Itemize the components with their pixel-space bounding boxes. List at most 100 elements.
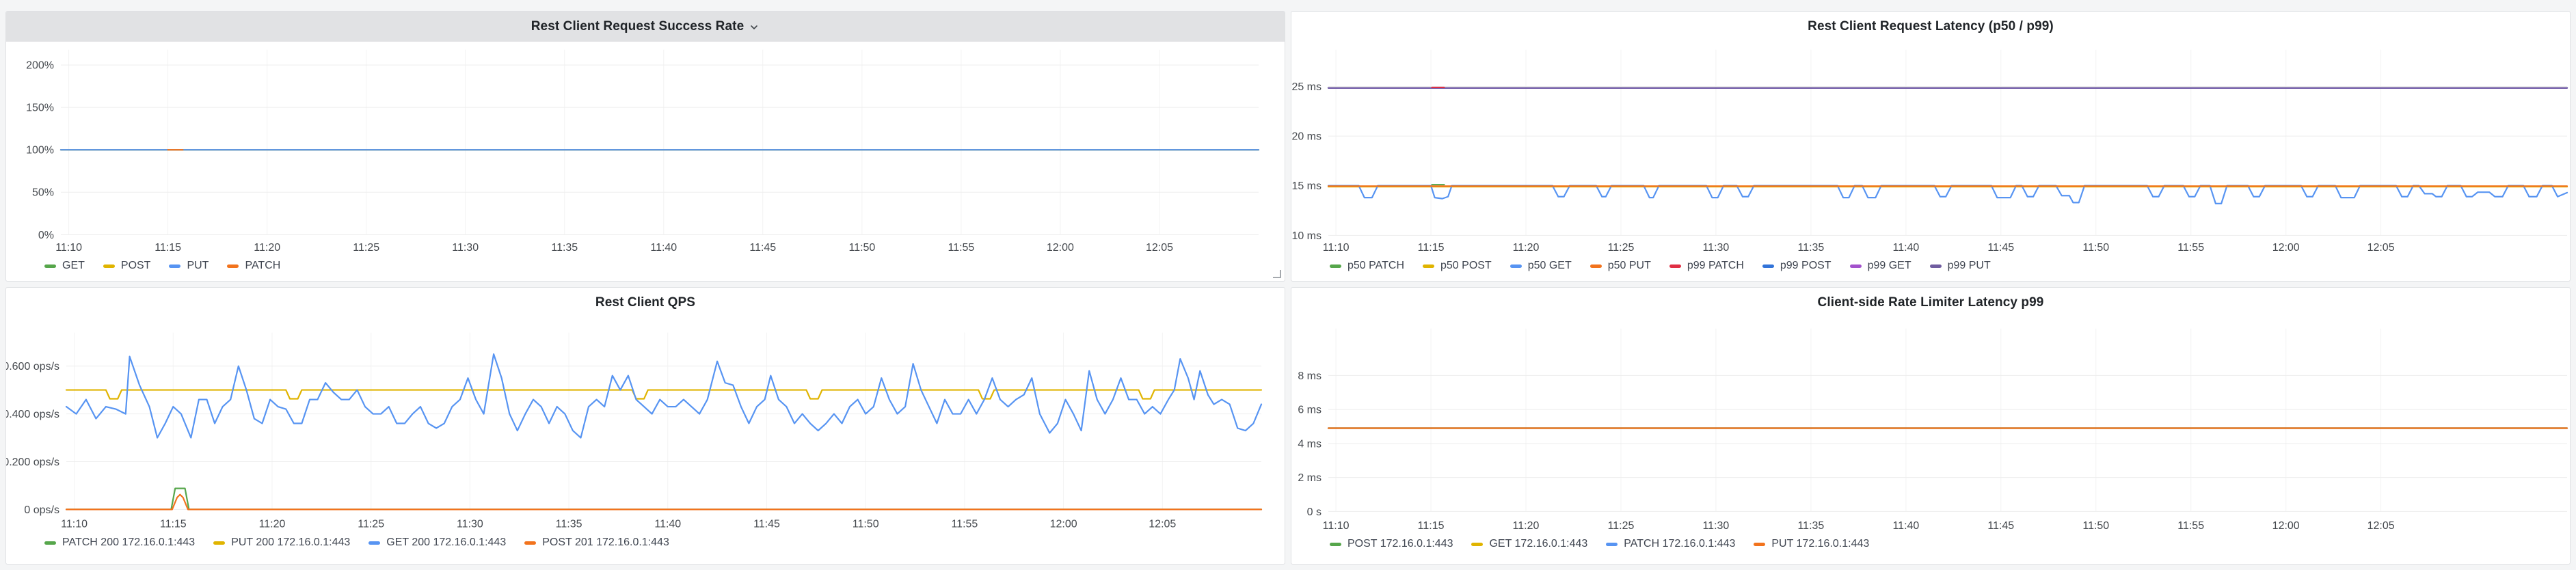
- x-tick-label: 11:15: [160, 518, 187, 530]
- panel-header-rate-limiter-latency[interactable]: Client-side Rate Limiter Latency p99: [1291, 288, 2570, 318]
- legend-success-rate: GET POST PUT PATCH: [44, 260, 1278, 272]
- legend-item[interactable]: PUT 172.16.0.1:443: [1754, 538, 1869, 550]
- legend-swatch: [227, 264, 239, 268]
- y-tick-label: 0%: [38, 230, 54, 241]
- legend-label: PUT 200 172.16.0.1:443: [231, 537, 351, 548]
- y-tick-label: 0 ops/s: [24, 504, 59, 516]
- legend-item[interactable]: POST 201 172.16.0.1:443: [524, 537, 669, 549]
- x-tick-label: 11:55: [2177, 520, 2204, 532]
- legend-item[interactable]: p50 PATCH: [1330, 260, 1404, 272]
- y-tick-label: 10 ms: [1291, 230, 1321, 242]
- legend-label: POST: [120, 260, 151, 271]
- x-tick-label: 12:00: [2272, 520, 2300, 532]
- chart-canvas[interactable]: 11:10 11:15 11:20 11:25 11:30 11:35 11:40 11:45…: [6, 288, 1285, 564]
- legend-swatch: [103, 264, 115, 268]
- chart-request-latency[interactable]: 11:10 11:15 11:20 11:25 11:30 11:35 11:40 11:45…: [1291, 12, 2570, 281]
- legend-item[interactable]: p99 GET: [1849, 260, 1911, 272]
- legend-label: PATCH: [245, 260, 281, 271]
- panel-header-success-rate[interactable]: Rest Client Request Success Rate: [6, 12, 1285, 42]
- legend-item[interactable]: PATCH 172.16.0.1:443: [1606, 538, 1735, 550]
- legend-swatch: [1606, 542, 1618, 546]
- panel-title[interactable]: Rest Client Request Success Rate: [531, 19, 744, 33]
- legend-swatch: [1330, 542, 1341, 546]
- x-tick-label: 11:40: [654, 518, 681, 530]
- legend-label: p99 POST: [1780, 260, 1832, 271]
- x-tick-label: 11:20: [254, 242, 280, 254]
- x-tick-label: 11:35: [556, 518, 582, 530]
- legend-item[interactable]: p99 POST: [1762, 260, 1832, 272]
- panel-header-qps[interactable]: Rest Client QPS: [6, 288, 1285, 318]
- x-tick-label: 11:30: [1702, 242, 1729, 254]
- x-tick-label: 11:35: [551, 242, 578, 254]
- chart-canvas[interactable]: 11:10 11:15 11:20 11:25 11:30 11:35 11:40 11:45…: [1291, 288, 2570, 564]
- legend-item[interactable]: p50 POST: [1423, 260, 1492, 272]
- panel-title[interactable]: Rest Client Request Latency (p50 / p99): [1808, 19, 2054, 33]
- x-tick-label: 12:05: [1146, 242, 1173, 254]
- x-tick-label: 11:55: [951, 518, 978, 530]
- legend-request-latency: p50 PATCH p50 POST p50 GET p50 PUT p99 PATCH…: [1330, 260, 2563, 272]
- legend-item[interactable]: PUT: [169, 260, 209, 272]
- x-tick-label: 11:50: [848, 242, 875, 254]
- legend-item[interactable]: GET: [44, 260, 85, 272]
- legend-qps: PATCH 200 172.16.0.1:443 PUT 200 172.16.0…: [44, 537, 1278, 549]
- legend-swatch: [1589, 264, 1602, 268]
- x-tick-label: 11:20: [1513, 242, 1540, 254]
- panel-title[interactable]: Rest Client QPS: [595, 295, 696, 310]
- legend-label: p50 POST: [1440, 260, 1492, 271]
- legend-swatch: [1669, 264, 1681, 268]
- y-tick-label: 8 ms: [1298, 370, 1321, 382]
- series-patch-200-172-16-0-1-443: [65, 487, 1263, 511]
- legend-swatch: [524, 541, 537, 545]
- chevron-down-icon[interactable]: [749, 22, 760, 33]
- chart-success-rate[interactable]: 11:10 11:15 11:20 11:25 11:30 11:35 11:40 11:45…: [6, 12, 1285, 281]
- chart-qps[interactable]: 11:10 11:15 11:20 11:25 11:30 11:35 11:40 11:45…: [6, 288, 1285, 564]
- legend-item[interactable]: PUT 200 172.16.0.1:443: [213, 537, 350, 549]
- y-tick-label: 200%: [26, 60, 54, 72]
- legend-label: GET 200 172.16.0.1:443: [386, 537, 507, 548]
- chart-rate-limiter-latency[interactable]: 11:10 11:15 11:20 11:25 11:30 11:35 11:40 11:45…: [1291, 288, 2570, 564]
- legend-label: POST 201 172.16.0.1:443: [542, 537, 669, 548]
- legend-item[interactable]: p99 PATCH: [1669, 260, 1744, 272]
- legend-item[interactable]: POST: [103, 260, 151, 272]
- legend-swatch: [1423, 264, 1434, 268]
- legend-item[interactable]: POST 172.16.0.1:443: [1330, 538, 1453, 550]
- chart-canvas[interactable]: 11:10 11:15 11:20 11:25 11:30 11:35 11:40 11:45…: [1291, 12, 2570, 281]
- legend-item[interactable]: PATCH: [227, 260, 280, 272]
- y-tick-label: 150%: [26, 103, 54, 114]
- y-tick-label: 0.400 ops/s: [6, 409, 59, 420]
- legend-label: p99 PATCH: [1687, 260, 1744, 271]
- legend-item[interactable]: p99 PUT: [1929, 260, 1991, 272]
- legend-label: PUT 172.16.0.1:443: [1771, 538, 1870, 549]
- panel-resize-handle[interactable]: [1273, 270, 1281, 278]
- y-tick-label: 15 ms: [1291, 180, 1321, 192]
- x-tick-label: 11:40: [1892, 242, 1919, 254]
- legend-label: GET 172.16.0.1:443: [1489, 538, 1588, 549]
- legend-swatch: [44, 264, 56, 268]
- legend-item[interactable]: p50 GET: [1510, 260, 1572, 272]
- x-tick-label: 11:50: [2082, 242, 2109, 254]
- series-post-201-172-16-0-1-443: [65, 493, 1263, 511]
- y-tick-label: 6 ms: [1298, 405, 1321, 416]
- panel-request-latency: Rest Client Request Latency (p50 / p99) …: [1291, 11, 2571, 282]
- panel-title[interactable]: Client-side Rate Limiter Latency p99: [1817, 295, 2044, 310]
- legend-item[interactable]: GET 200 172.16.0.1:443: [368, 537, 506, 549]
- legend-label: GET: [62, 260, 85, 271]
- panel-header-request-latency[interactable]: Rest Client Request Latency (p50 / p99): [1291, 12, 2570, 42]
- x-tick-label: 12:05: [2367, 242, 2395, 254]
- panel-success-rate: Rest Client Request Success Rate 11:10 11…: [5, 11, 1285, 282]
- x-tick-label: 11:25: [358, 518, 384, 530]
- legend-item[interactable]: p50 PUT: [1589, 260, 1651, 272]
- x-tick-label: 11:35: [1797, 520, 1824, 532]
- legend-label: p50 GET: [1527, 260, 1572, 271]
- legend-item[interactable]: PATCH 200 172.16.0.1:443: [44, 537, 195, 549]
- legend-item[interactable]: GET 172.16.0.1:443: [1471, 538, 1587, 550]
- y-tick-label: 4 ms: [1298, 438, 1321, 450]
- x-tick-label: 11:30: [1702, 520, 1729, 532]
- legend-label: POST 172.16.0.1:443: [1347, 538, 1453, 549]
- legend-label: PATCH 200 172.16.0.1:443: [62, 537, 196, 548]
- x-tick-label: 11:55: [2177, 242, 2204, 254]
- legend-label: p50 PATCH: [1347, 260, 1404, 271]
- chart-canvas[interactable]: 11:10 11:15 11:20 11:25 11:30 11:35 11:40 11:45…: [6, 12, 1285, 281]
- legend-swatch: [1754, 542, 1766, 546]
- legend-label: p99 GET: [1867, 260, 1911, 271]
